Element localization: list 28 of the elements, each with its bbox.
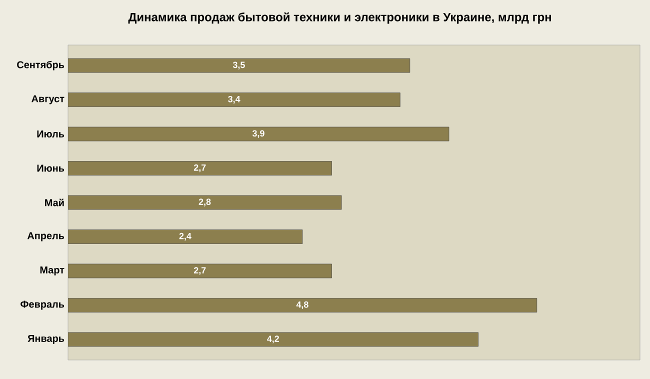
y-tick-label: Июль (37, 130, 64, 138)
y-tick-label: Февраль (20, 300, 64, 310)
bar (68, 264, 332, 278)
y-tick-label: Март (40, 266, 64, 276)
y-tick-label: Сентябрь (17, 60, 64, 70)
data-label: 2,7 (194, 267, 206, 275)
data-label: 2,4 (179, 232, 192, 241)
bar (68, 332, 478, 347)
y-tick-label: Апрель (27, 232, 64, 242)
data-label: 2,7 (194, 164, 206, 172)
data-label: 2,8 (198, 198, 211, 206)
data-label: 3,9 (252, 130, 264, 138)
bar (68, 126, 450, 142)
bar (68, 230, 303, 244)
y-tick-label: Январь (28, 334, 64, 344)
chart-title: Динамика продаж бытовой техники и электроники в Украине, млрд грн (128, 12, 551, 24)
bar (68, 298, 538, 312)
bar (68, 195, 342, 210)
bar (68, 92, 400, 107)
data-label: 3,5 (232, 62, 245, 70)
bar (68, 161, 332, 176)
y-tick-label: Май (45, 198, 64, 206)
data-label: 3,4 (228, 96, 240, 104)
bar (68, 58, 410, 73)
y-tick-label: Август (32, 95, 64, 104)
data-label: 4,8 (296, 301, 308, 310)
y-tick-label: Июнь (37, 164, 64, 172)
data-label: 4,2 (267, 336, 279, 344)
